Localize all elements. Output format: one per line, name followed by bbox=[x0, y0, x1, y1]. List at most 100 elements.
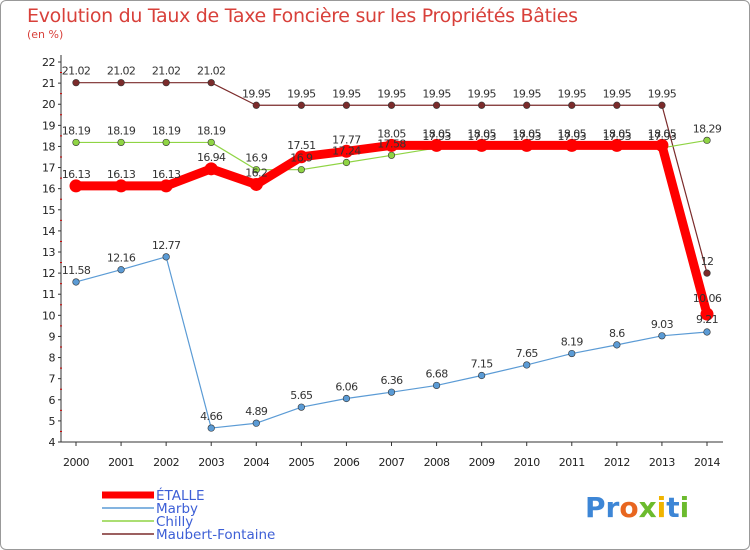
data-point-ÉTALLE bbox=[69, 179, 83, 193]
data-point-ÉTALLE bbox=[204, 162, 218, 176]
x-tick-label: 2014 bbox=[694, 456, 720, 469]
data-point-Maubert-Fontaine bbox=[252, 101, 260, 109]
data-point-ÉTALLE bbox=[339, 144, 353, 158]
legend-label: Chilly bbox=[156, 514, 193, 530]
data-label: 17.93 bbox=[648, 130, 677, 143]
data-label: 21.02 bbox=[152, 65, 181, 78]
data-point-Maubert-Fontaine bbox=[387, 101, 396, 109]
data-point-ÉTALLE bbox=[430, 138, 444, 152]
y-tick-label: 13 bbox=[42, 246, 55, 259]
data-point-Chilly bbox=[252, 166, 260, 174]
data-label: 16.13 bbox=[62, 168, 91, 181]
data-label: 16.2 bbox=[245, 166, 267, 179]
data-point-Marby bbox=[297, 403, 305, 411]
x-tick-label: 2009 bbox=[469, 456, 495, 469]
data-point-Chilly bbox=[387, 151, 396, 159]
data-point-Maubert-Fontaine bbox=[613, 101, 621, 109]
data-label: 9.21 bbox=[696, 313, 718, 326]
data-point-Marby bbox=[523, 361, 531, 369]
data-label: 17.93 bbox=[558, 130, 587, 143]
y-tick-label: 16 bbox=[42, 183, 55, 196]
x-tick-label: 2011 bbox=[559, 456, 585, 469]
y-tick-label: 21 bbox=[42, 77, 55, 90]
data-label: 16.13 bbox=[107, 168, 136, 181]
data-label: 19.95 bbox=[287, 87, 316, 100]
data-point-Chilly bbox=[342, 158, 351, 167]
data-label: 19.95 bbox=[242, 87, 271, 100]
data-point-Marby bbox=[162, 253, 170, 261]
x-tick-label: 2000 bbox=[63, 456, 89, 469]
y-tick-label: 17 bbox=[42, 162, 55, 175]
data-point-Marby bbox=[252, 419, 260, 427]
data-label: 6.68 bbox=[426, 367, 449, 380]
brand-logo: Proxiti bbox=[585, 491, 690, 524]
data-label: 19.95 bbox=[422, 87, 451, 100]
data-label: 21.02 bbox=[62, 65, 91, 78]
data-point-Marby bbox=[703, 328, 711, 336]
data-point-Marby bbox=[387, 388, 396, 396]
data-point-Chilly bbox=[703, 136, 711, 144]
data-label: 16.9 bbox=[290, 152, 313, 165]
data-label: 9.03 bbox=[651, 318, 674, 331]
x-tick-label: 2002 bbox=[153, 456, 179, 469]
data-label: 19.95 bbox=[332, 87, 361, 100]
data-label: 18.05 bbox=[422, 127, 451, 140]
data-point-ÉTALLE bbox=[610, 138, 624, 152]
data-label: 4.89 bbox=[245, 405, 268, 418]
data-label: 12 bbox=[701, 255, 714, 268]
data-label: 18.05 bbox=[558, 127, 587, 140]
data-label: 6.06 bbox=[335, 381, 358, 394]
data-label: 18.19 bbox=[152, 124, 181, 137]
x-tick-label: 2001 bbox=[108, 456, 134, 469]
data-label: 17.93 bbox=[512, 130, 541, 143]
data-label: 8.6 bbox=[609, 327, 625, 340]
data-label: 17.77 bbox=[332, 133, 361, 146]
y-tick-label: 14 bbox=[42, 225, 55, 238]
data-point-Maubert-Fontaine bbox=[432, 101, 441, 109]
data-point-Marby bbox=[432, 381, 441, 390]
data-point-ÉTALLE bbox=[249, 177, 263, 191]
data-point-ÉTALLE bbox=[475, 138, 489, 152]
data-point-ÉTALLE bbox=[655, 138, 669, 152]
data-label: 21.02 bbox=[107, 65, 136, 78]
data-point-Marby bbox=[342, 394, 351, 403]
y-tick-label: 15 bbox=[42, 204, 55, 217]
data-label: 19.95 bbox=[558, 87, 587, 100]
y-tick-label: 9 bbox=[49, 330, 56, 343]
data-label: 5.65 bbox=[290, 389, 313, 402]
data-point-ÉTALLE bbox=[114, 179, 128, 193]
data-label: 18.05 bbox=[377, 127, 406, 140]
chart-title: Evolution du Taux de Taxe Foncière sur l… bbox=[27, 5, 578, 27]
data-point-Maubert-Fontaine bbox=[342, 101, 351, 109]
data-point-Maubert-Fontaine bbox=[72, 79, 80, 87]
data-point-Marby bbox=[207, 424, 215, 432]
data-point-Chilly bbox=[117, 138, 125, 147]
data-point-Maubert-Fontaine bbox=[478, 101, 486, 109]
data-label: 12.16 bbox=[107, 252, 136, 265]
data-label: 19.95 bbox=[648, 87, 677, 100]
data-label: 18.05 bbox=[648, 127, 677, 140]
data-label: 18.19 bbox=[62, 124, 91, 137]
y-tick-label: 4 bbox=[49, 436, 56, 449]
y-tick-label: 18 bbox=[42, 140, 55, 153]
data-label: 11.58 bbox=[62, 264, 91, 277]
data-point-ÉTALLE bbox=[565, 138, 579, 152]
data-point-Marby bbox=[568, 349, 576, 358]
data-point-ÉTALLE bbox=[700, 307, 714, 321]
y-tick-label: 6 bbox=[49, 394, 56, 407]
y-tick-label: 10 bbox=[42, 309, 55, 322]
data-label: 8.19 bbox=[561, 336, 584, 349]
y-tick-label: 20 bbox=[42, 98, 55, 111]
data-point-Marby bbox=[478, 371, 486, 380]
data-label: 19.95 bbox=[377, 87, 406, 100]
data-label: 18.19 bbox=[197, 124, 226, 137]
data-point-Maubert-Fontaine bbox=[568, 101, 576, 109]
data-point-ÉTALLE bbox=[385, 138, 398, 152]
data-label: 17.93 bbox=[467, 130, 496, 143]
legend-label: ÉTALLE bbox=[156, 487, 205, 504]
data-label: 18.19 bbox=[107, 124, 136, 137]
data-label: 7.15 bbox=[471, 358, 494, 371]
data-point-Marby bbox=[117, 266, 125, 274]
data-point-Maubert-Fontaine bbox=[523, 101, 531, 109]
